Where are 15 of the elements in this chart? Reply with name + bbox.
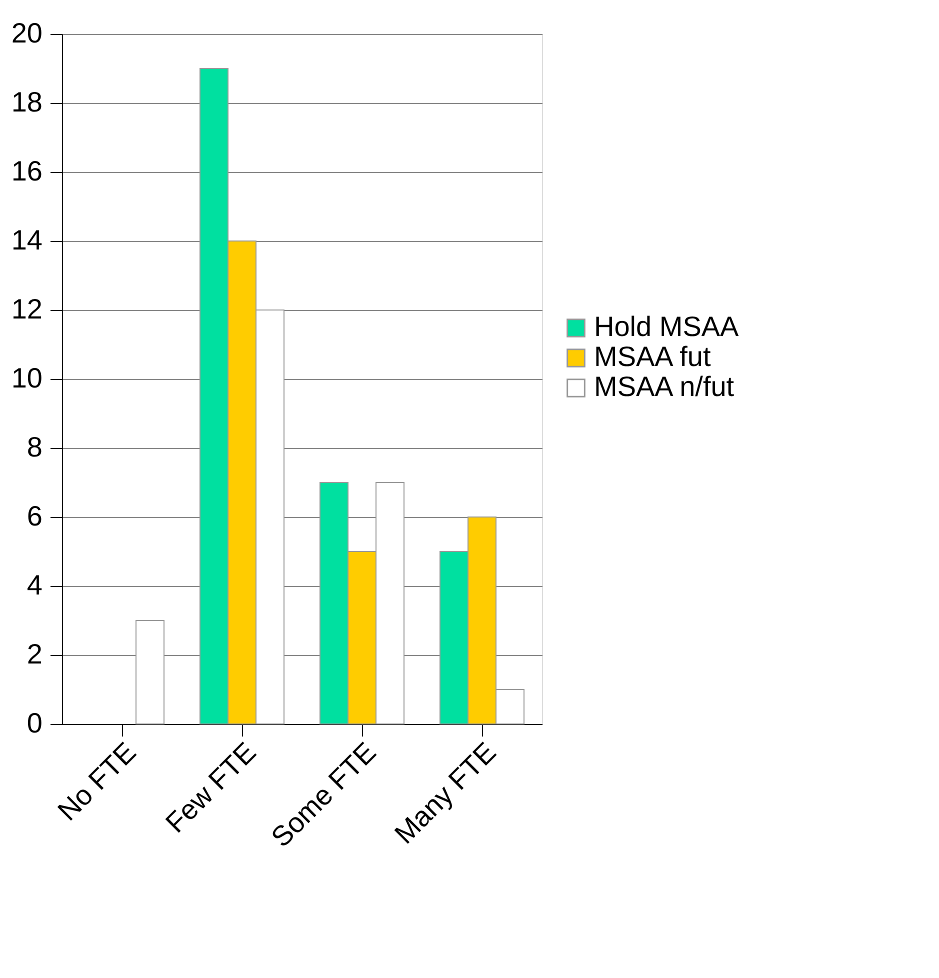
y-tick-label: 2 xyxy=(26,638,42,670)
y-tick-label: 12 xyxy=(11,294,42,324)
legend-label: MSAA n/fut xyxy=(594,371,734,402)
y-tick-label: 14 xyxy=(11,224,42,256)
legend-label: Hold MSAA xyxy=(594,311,740,342)
legend-label: MSAA fut xyxy=(594,341,711,372)
y-tick-label: 0 xyxy=(26,708,42,738)
y-tick-label: 8 xyxy=(26,432,42,462)
y-tick-label: 4 xyxy=(26,570,42,600)
y-tick-label: 20 xyxy=(11,18,42,48)
y-tick-label: 6 xyxy=(26,500,42,532)
y-tick-label: 16 xyxy=(11,156,42,186)
bar xyxy=(136,620,164,724)
y-tick-label: 10 xyxy=(11,362,42,394)
y-tick-label: 18 xyxy=(11,86,42,118)
